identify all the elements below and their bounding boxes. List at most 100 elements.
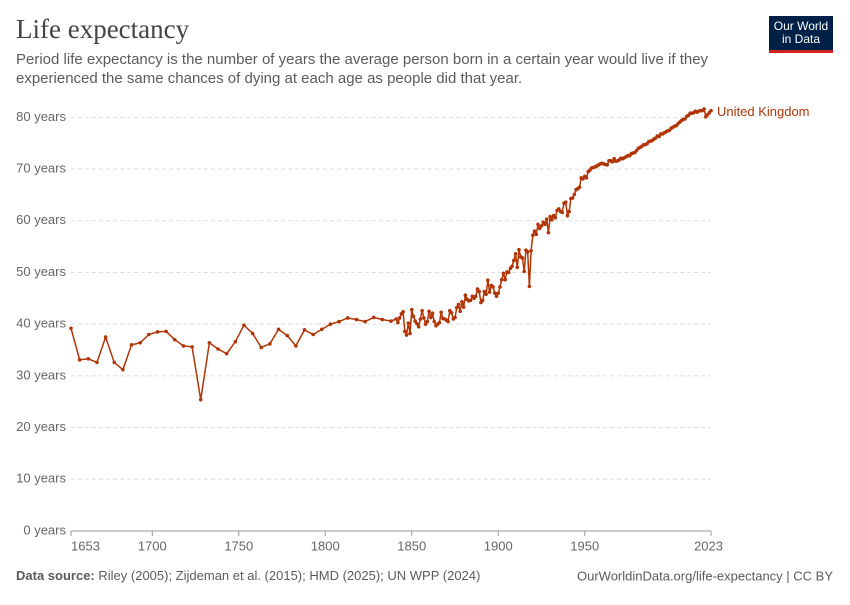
- data-point: [605, 163, 610, 167]
- y-tick-label: 60 years: [16, 212, 66, 227]
- data-point: [494, 294, 499, 299]
- data-point: [463, 293, 468, 298]
- data-point: [437, 320, 442, 325]
- data-point: [172, 337, 177, 342]
- logo-underline: [769, 50, 833, 53]
- data-point: [354, 317, 359, 322]
- data-point: [337, 319, 341, 324]
- series-line: [70, 107, 712, 400]
- x-tick-label: 2023: [694, 538, 723, 553]
- data-point: [553, 215, 558, 220]
- data-point: [320, 327, 324, 332]
- data-point: [520, 256, 525, 260]
- data-point: [517, 247, 521, 252]
- data-point: [233, 339, 238, 344]
- y-tick-label: 40 years: [16, 316, 66, 331]
- data-point: [420, 308, 424, 313]
- data-point: [612, 156, 616, 161]
- y-tick-label: 10 years: [16, 471, 66, 486]
- data-point: [475, 287, 480, 291]
- data-point: [486, 278, 490, 283]
- data-point: [477, 289, 482, 294]
- data-point: [416, 324, 421, 329]
- footer-link: OurWorldinData.org/life-expectancy | CC …: [577, 568, 833, 583]
- data-point: [487, 290, 492, 294]
- x-tick-label: 1850: [397, 538, 426, 553]
- y-tick-label: 80 years: [16, 109, 66, 124]
- data-point: [532, 229, 537, 233]
- data-point: [155, 330, 160, 334]
- data-point: [415, 321, 419, 326]
- data-point: [461, 305, 466, 309]
- data-point: [480, 298, 485, 303]
- y-tick-label: 30 years: [16, 367, 66, 382]
- data-point: [345, 316, 350, 320]
- data-point: [439, 310, 443, 315]
- chart-subtitle: Period life expectancy is the number of …: [16, 51, 709, 87]
- data-point: [702, 107, 706, 111]
- data-point: [548, 214, 552, 219]
- data-point: [404, 333, 409, 337]
- data-point: [428, 315, 433, 320]
- data-point: [683, 117, 687, 121]
- data-point: [294, 344, 298, 348]
- data-point: [224, 351, 229, 356]
- data-point: [491, 285, 495, 289]
- data-point: [432, 319, 437, 324]
- data-point: [259, 345, 264, 350]
- x-tick-label: 1700: [138, 538, 167, 553]
- x-tick-label: 1800: [311, 538, 340, 553]
- data-point: [328, 322, 333, 326]
- data-point: [536, 222, 540, 227]
- data-point: [418, 317, 423, 321]
- source-label: Data source:: [16, 568, 95, 583]
- data-point: [454, 305, 459, 310]
- data-point: [572, 192, 577, 197]
- series-label: United Kingdom: [717, 104, 810, 119]
- data-point: [510, 264, 514, 269]
- data-point: [311, 332, 315, 337]
- logo-box: [769, 16, 833, 50]
- data-point: [413, 319, 418, 323]
- data-point: [427, 309, 431, 314]
- data-point: [198, 397, 203, 402]
- data-point: [138, 340, 142, 345]
- data-point: [86, 357, 91, 361]
- x-tick-label: 1950: [570, 538, 599, 553]
- data-point: [537, 226, 542, 231]
- data-point: [503, 277, 507, 282]
- data-point: [121, 367, 125, 372]
- data-point: [550, 217, 554, 222]
- data-point: [563, 200, 568, 204]
- data-point: [492, 291, 497, 295]
- data-point: [565, 213, 570, 218]
- data-point: [112, 360, 117, 365]
- data-point: [453, 315, 457, 320]
- data-point: [513, 252, 518, 256]
- x-tick-label: 1900: [484, 538, 513, 553]
- data-point: [380, 317, 385, 322]
- data-point: [577, 185, 582, 189]
- data-point: [95, 360, 99, 365]
- data-point: [468, 298, 473, 303]
- data-point: [242, 323, 246, 328]
- data-point: [560, 210, 565, 215]
- data-point: [527, 284, 532, 289]
- y-tick-label: 20 years: [16, 419, 66, 434]
- data-point: [473, 294, 478, 299]
- data-point: [543, 222, 547, 227]
- data-point: [409, 307, 414, 312]
- data-point: [394, 317, 398, 321]
- data-point: [216, 347, 220, 351]
- data-point: [529, 248, 533, 253]
- data-point: [484, 292, 488, 296]
- y-tick-label: 50 years: [16, 264, 66, 279]
- data-point: [371, 315, 376, 320]
- data-point: [501, 271, 506, 276]
- data-point: [567, 209, 571, 214]
- data-point: [408, 331, 412, 336]
- x-tick-label: 1750: [224, 538, 253, 553]
- data-point: [406, 321, 411, 325]
- data-point: [525, 249, 530, 254]
